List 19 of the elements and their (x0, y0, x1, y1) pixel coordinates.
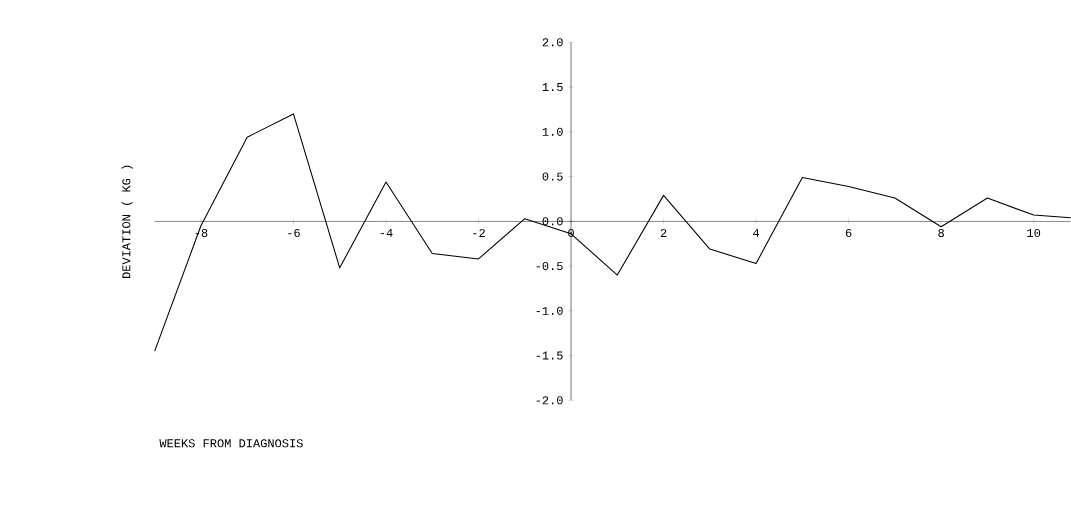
x-tick-label: -6 (288, 228, 300, 238)
x-tick-label: 6 (845, 228, 852, 238)
y-tick-label: -0.5 (536, 262, 563, 271)
y-tick-label: -1.5 (536, 351, 563, 360)
y-tick-label: -2.0 (536, 396, 563, 405)
x-tick-label: 10 (1027, 228, 1041, 238)
y-tick-label: 1.5 (542, 83, 563, 92)
x-tick-label: -2 (473, 228, 485, 237)
x-tick-label: 4 (753, 228, 760, 237)
x-axis-title: WEEKS FROM DIAGNOSIS (159, 439, 303, 448)
y-tick-label: 1.0 (542, 127, 563, 136)
x-tick-label: -4 (380, 228, 393, 237)
y-tick-label: 2.0 (542, 38, 563, 47)
x-tick-label: 2 (660, 228, 667, 237)
y-tick-label: -1.0 (536, 306, 563, 315)
y-tick-label: 0.0 (542, 217, 563, 226)
y-axis-title: DEVIATION ( KG ) (121, 165, 133, 278)
y-tick-label: 0.5 (542, 172, 563, 181)
x-tick-label: 8 (938, 228, 944, 238)
